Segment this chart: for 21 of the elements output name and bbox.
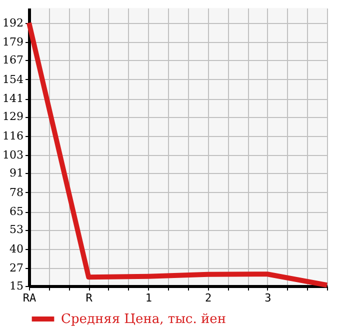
y-tick-label: 116 [2,129,24,142]
x-tick-label: 3 [264,292,272,304]
y-tick-label: 141 [2,92,24,106]
y-tick-label: 179 [2,36,24,49]
y-tick-label: 91 [10,166,24,180]
x-tick-label: 1 [145,292,152,304]
y-tick-label: 103 [2,148,24,162]
y-tick-label: 53 [10,223,24,236]
y-tick-label: 129 [2,110,24,124]
y-tick-label: 15 [10,280,24,292]
y-tick-label: 40 [10,242,24,256]
legend-label: Средняя Цена, тыс. йен [61,312,226,327]
y-tick-label: 192 [2,16,24,30]
y-tick-label: 78 [10,186,24,199]
x-tick-label: 2 [204,292,212,304]
x-tick-label: R [86,292,93,304]
y-tick-label: 154 [2,72,24,86]
y-tick-label: 65 [10,205,24,218]
x-tick-label: RA [22,292,36,304]
y-tick-label: 167 [2,54,24,67]
y-tick-label: 27 [10,262,24,275]
